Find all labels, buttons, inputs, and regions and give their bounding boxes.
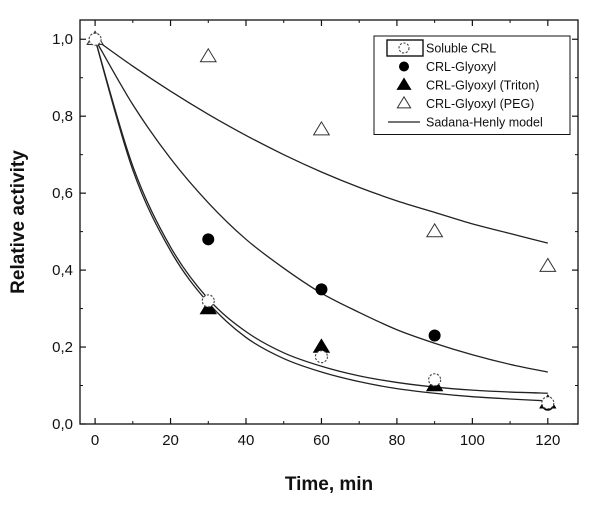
data-point-dashed-open-circle xyxy=(541,396,555,410)
data-point-dashed-open-circle xyxy=(428,373,442,387)
y-tick-label: 0,6 xyxy=(52,185,73,202)
y-tick-label: 0,8 xyxy=(52,108,73,125)
legend-label: Sadana-Henly model xyxy=(426,116,543,130)
y-tick-label: 1,0 xyxy=(52,31,73,48)
model-curve-1 xyxy=(94,38,548,244)
data-point-open-triangle xyxy=(425,222,444,238)
legend-label: CRL-Glyoxyl (PEG) xyxy=(426,97,534,111)
plot-frame xyxy=(79,19,579,425)
x-axis-ticks: 0 20 40 60 80 100 120 xyxy=(91,20,560,449)
legend-marker-dashed-open-circle xyxy=(398,42,410,54)
x-tick-label: 0 xyxy=(91,432,99,449)
data-point-open-triangle xyxy=(199,47,217,63)
legend-highlight-box xyxy=(386,39,424,57)
legend-marker-filled-triangle xyxy=(396,77,412,90)
data-point-filled-circle xyxy=(315,283,328,296)
y-axis-ticks: 0,0 0,2 0,4 0,6 0,8 1,0 xyxy=(52,31,578,433)
data-points xyxy=(86,30,557,411)
legend-label: CRL-Glyoxyl (Triton) xyxy=(426,79,539,93)
data-point-dashed-open-circle xyxy=(314,350,329,364)
data-point-filled-circle xyxy=(428,329,441,342)
y-tick-label: 0,4 xyxy=(52,262,73,279)
legend-label: Soluble CRL xyxy=(426,42,496,56)
legend-marker-filled-circle xyxy=(399,61,409,72)
x-tick-label: 100 xyxy=(460,432,485,449)
legend-label: CRL-Glyoxyl xyxy=(426,60,496,74)
x-tick-label: 40 xyxy=(238,432,255,449)
x-tick-label: 60 xyxy=(313,432,330,449)
model-curve-4 xyxy=(94,39,548,402)
x-tick-label: 20 xyxy=(162,432,179,449)
legend: Soluble CRL CRL-Glyoxyl CRL-Glyoxyl (Trito… xyxy=(373,35,571,135)
y-tick-label: 0,0 xyxy=(52,416,73,433)
x-tick-label: 120 xyxy=(535,432,560,449)
x-tick-label: 80 xyxy=(389,432,406,449)
data-point-filled-circle xyxy=(202,233,215,246)
data-point-dashed-open-circle xyxy=(88,32,102,46)
data-point-open-triangle xyxy=(312,120,331,136)
y-tick-label: 0,2 xyxy=(52,339,73,356)
legend-marker-open-triangle xyxy=(396,95,412,109)
x-axis-title: Time, min xyxy=(285,474,373,495)
data-point-open-triangle xyxy=(539,257,557,272)
model-curve-3 xyxy=(94,39,548,394)
y-axis-title: Relative activity xyxy=(8,150,29,294)
model-curves xyxy=(94,38,548,402)
data-point-dashed-open-circle xyxy=(201,294,215,308)
